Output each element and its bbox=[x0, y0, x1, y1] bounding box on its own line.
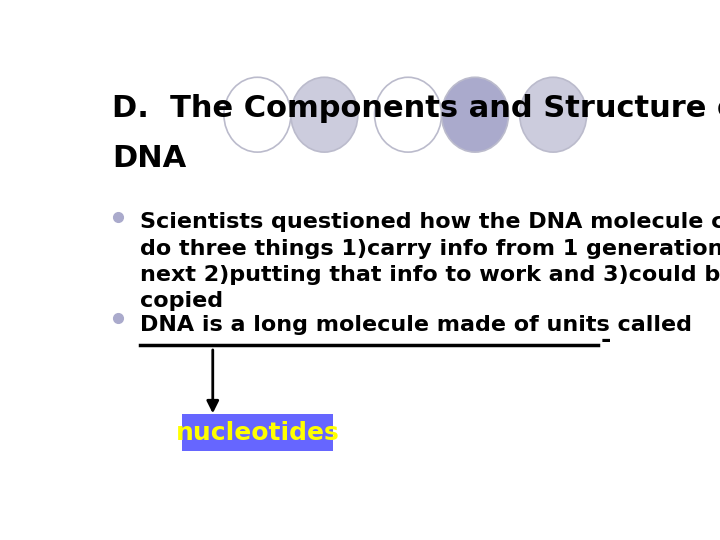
Ellipse shape bbox=[520, 77, 587, 152]
Ellipse shape bbox=[291, 77, 358, 152]
Text: DNA: DNA bbox=[112, 144, 186, 173]
Text: nucleotides: nucleotides bbox=[176, 421, 339, 445]
Text: copied: copied bbox=[140, 291, 223, 311]
Text: do three things 1)carry info from 1 generation to the: do three things 1)carry info from 1 gene… bbox=[140, 239, 720, 259]
Text: next 2)putting that info to work and 3)could be easily: next 2)putting that info to work and 3)c… bbox=[140, 265, 720, 285]
Ellipse shape bbox=[224, 77, 291, 152]
Text: Scientists questioned how the DNA molecule could: Scientists questioned how the DNA molecu… bbox=[140, 212, 720, 232]
Text: DNA is a long molecule made of units called: DNA is a long molecule made of units cal… bbox=[140, 315, 692, 335]
Text: D.  The Components and Structure of: D. The Components and Structure of bbox=[112, 94, 720, 123]
Ellipse shape bbox=[374, 77, 441, 152]
Ellipse shape bbox=[441, 77, 508, 152]
FancyBboxPatch shape bbox=[182, 414, 333, 451]
Text: -: - bbox=[600, 328, 611, 352]
